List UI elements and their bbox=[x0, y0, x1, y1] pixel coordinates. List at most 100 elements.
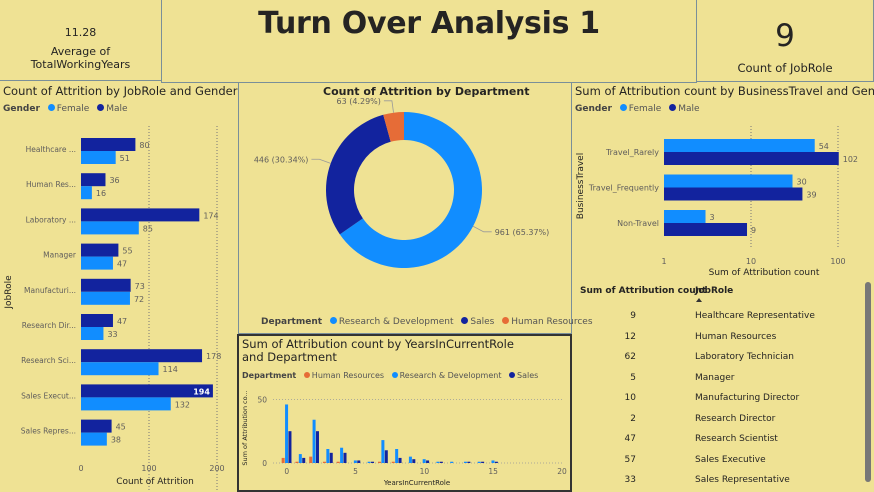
bar-male bbox=[664, 187, 803, 201]
bar-male bbox=[81, 138, 136, 151]
bar-sales bbox=[384, 450, 388, 463]
table-cell-sum: 33 bbox=[624, 475, 636, 485]
tick-label: 10 bbox=[420, 467, 430, 476]
tick-label: 0 bbox=[262, 459, 267, 468]
category-label: Non-Travel bbox=[617, 219, 659, 228]
tick-label: 1 bbox=[661, 257, 666, 266]
tick-label: 100 bbox=[141, 464, 156, 473]
scrollbar-thumb[interactable] bbox=[865, 282, 871, 482]
table-cell-jobrole: Manufacturing Director bbox=[695, 393, 800, 403]
bar-male bbox=[81, 208, 200, 222]
table-cell-sum: 9 bbox=[630, 311, 636, 321]
chart-title: Count of Attrition by Department bbox=[323, 85, 530, 98]
kpi-card-count-jobrole: 9 Count of JobRole bbox=[696, 0, 874, 82]
data-label-male: 174 bbox=[203, 211, 218, 220]
data-label-female: 132 bbox=[175, 400, 190, 409]
bar-male bbox=[81, 173, 106, 187]
bar-hr bbox=[309, 456, 313, 463]
column-header-sum[interactable]: Sum of Attribution count bbox=[580, 286, 707, 296]
category-label: Research Sci... bbox=[21, 356, 76, 365]
tick-label: 50 bbox=[257, 395, 267, 404]
legend-title: Gender bbox=[3, 104, 40, 114]
jobrole-table-visual[interactable]: Sum of Attribution count JobRole 9 Health… bbox=[572, 282, 874, 492]
bar-rd bbox=[477, 461, 481, 463]
data-label-female: 72 bbox=[134, 295, 144, 304]
businesstravel-bar-chart[interactable]: Travel_Rarely54102Travel_Frequently3039N… bbox=[572, 82, 874, 282]
bar-sales bbox=[343, 452, 347, 463]
table-cell-sum: 62 bbox=[624, 352, 636, 362]
category-label: Research Dir... bbox=[22, 321, 76, 330]
data-label-female: 38 bbox=[111, 436, 121, 445]
category-label: Sales Repres... bbox=[21, 427, 76, 436]
donut-slice bbox=[326, 114, 391, 235]
kpi-value: 11.28 bbox=[64, 26, 97, 39]
legend-label-male: Male bbox=[106, 104, 128, 114]
bar-rd bbox=[298, 454, 302, 463]
column-header-jobrole[interactable]: JobRole bbox=[695, 286, 734, 296]
bar-female bbox=[81, 362, 159, 376]
table-header: Sum of Attribution count bbox=[580, 286, 706, 296]
department-donut-visual[interactable]: Count of Attrition by Department 961 (65… bbox=[238, 82, 593, 335]
data-label-female: 47 bbox=[117, 260, 127, 269]
bar-female bbox=[664, 174, 793, 188]
bar-rd bbox=[408, 456, 412, 463]
bar-male bbox=[81, 419, 112, 433]
data-label-female: 54 bbox=[819, 142, 829, 151]
category-label: Sales Execut... bbox=[21, 391, 76, 400]
legend-swatch-male bbox=[669, 104, 677, 111]
jobrole-chart-visual[interactable]: Count of Attrition by JobRole and Gender… bbox=[0, 82, 237, 492]
axis-title-x: Count of Attrition bbox=[116, 477, 194, 487]
category-label: Travel_Rarely bbox=[605, 148, 659, 157]
tick-label: 15 bbox=[488, 467, 498, 476]
bar-rd bbox=[312, 419, 316, 463]
years-in-role-bar-chart[interactable]: 0 50 0 5 10 15 20 YearsInCurrentRole Sum of Attr… bbox=[237, 334, 572, 492]
years-in-role-visual[interactable]: Sum of Attribution count by YearsInCurre… bbox=[237, 334, 572, 492]
leader-line bbox=[472, 225, 492, 233]
chart-legend: Department Human Resources Research & De… bbox=[242, 371, 538, 380]
bar-female bbox=[81, 432, 107, 446]
data-label-male: 36 bbox=[109, 176, 119, 185]
kpi-label: Count of JobRole bbox=[737, 61, 833, 75]
table-cell-sum: 47 bbox=[624, 434, 636, 444]
bar-sales bbox=[467, 461, 471, 463]
donut-slice bbox=[339, 112, 482, 268]
bar-sales bbox=[398, 457, 402, 463]
bar-female bbox=[81, 397, 171, 411]
chart-title: Sum of Attribution count by BusinessTrav… bbox=[575, 84, 874, 98]
bar-rd bbox=[463, 461, 467, 463]
donut-slice bbox=[383, 112, 404, 142]
data-label: 446 (30.34%) bbox=[254, 155, 309, 164]
table-header-jobrole: JobRole bbox=[695, 286, 733, 296]
chart-legend: Gender Female Male bbox=[3, 104, 128, 114]
leader-line bbox=[311, 158, 331, 164]
data-label-male: 178 bbox=[206, 352, 221, 361]
table-cell-jobrole: Sales Representative bbox=[695, 475, 790, 485]
businesstravel-chart-visual[interactable]: Sum of Attribution count by BusinessTrav… bbox=[572, 82, 874, 282]
bar-rd bbox=[491, 460, 495, 463]
tick-label: 10 bbox=[746, 257, 756, 266]
sort-caret-icon[interactable] bbox=[696, 298, 702, 302]
bar-sales bbox=[329, 452, 333, 463]
bar-sales bbox=[315, 431, 319, 463]
bar-sales bbox=[412, 459, 416, 463]
table-cell-jobrole: Laboratory Technician bbox=[695, 352, 794, 362]
axis-title-y: BusinessTravel bbox=[576, 153, 586, 219]
page-title: Turn Over Analysis 1 bbox=[258, 6, 600, 41]
title-card: Turn Over Analysis 1 bbox=[161, 0, 697, 83]
bar-rd bbox=[436, 461, 440, 463]
data-label-female: 16 bbox=[96, 189, 106, 198]
legend-swatch-hr bbox=[303, 372, 310, 378]
bar-sales bbox=[481, 461, 485, 463]
tick-label: 0 bbox=[284, 467, 289, 476]
bar-sales bbox=[494, 461, 498, 463]
legend-swatch-male bbox=[97, 104, 105, 111]
data-label-male: 45 bbox=[116, 423, 126, 432]
department-donut-chart[interactable]: 961 (65.37%) 446 (30.34%) 63 (4.29%) bbox=[239, 83, 573, 335]
table-cell-jobrole: Sales Executive bbox=[695, 454, 766, 465]
bar-hr bbox=[336, 461, 340, 463]
legend-label-sales: Sales bbox=[517, 371, 539, 380]
data-label-male: 194 bbox=[193, 387, 210, 396]
bar-female bbox=[81, 327, 104, 340]
leader-line bbox=[383, 100, 394, 113]
